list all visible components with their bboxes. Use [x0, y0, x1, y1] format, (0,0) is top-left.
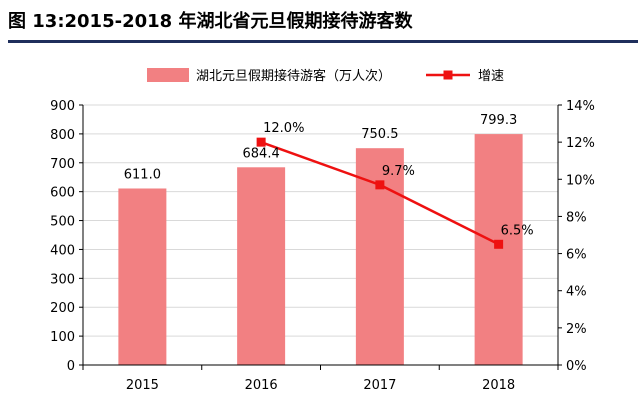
bar-2018	[474, 134, 523, 365]
left-tick-label: 400	[50, 243, 75, 258]
title-underline	[8, 40, 638, 43]
bar-2015	[118, 188, 167, 365]
growth-value-label: 9.7%	[382, 164, 415, 179]
figure-title: 图 13:2015-2018 年湖北省元旦假期接待游客数	[8, 11, 413, 32]
legend: 湖北元旦假期接待游客（万人次） 增速	[147, 68, 504, 84]
bar-value-label: 799.3	[480, 113, 517, 128]
right-tick-label: 14%	[566, 99, 595, 114]
legend-label-line: 增速	[478, 69, 504, 84]
growth-value-label: 6.5%	[501, 223, 534, 238]
right-tick-label: 0%	[566, 359, 587, 374]
bar-value-label: 750.5	[361, 127, 398, 142]
x-tick-label: 2015	[126, 378, 159, 393]
left-tick-label: 0	[67, 359, 75, 374]
growth-value-label: 12.0%	[263, 121, 304, 136]
x-tick-label: 2016	[245, 378, 278, 393]
bar-value-label: 684.4	[243, 146, 280, 161]
left-tick-label: 300	[50, 272, 75, 287]
left-tick-label: 900	[50, 99, 75, 114]
right-tick-label: 8%	[566, 210, 587, 225]
bar-series	[118, 134, 523, 365]
right-tick-label: 2%	[566, 322, 587, 337]
left-y-axis-ticks: 0 100 200 300 400 500 600 700 800 900	[50, 99, 83, 374]
data-labels: 611.0 684.4 750.5 799.3 12.0% 9.7% 6.5%	[124, 113, 534, 238]
x-tick-label: 2018	[482, 378, 515, 393]
growth-marker-2016	[256, 137, 266, 147]
x-axis-ticks: 2015 2016 2017 2018	[82, 365, 559, 393]
legend-label-bar: 湖北元旦假期接待游客（万人次）	[196, 68, 391, 84]
left-tick-label: 800	[50, 128, 75, 143]
growth-marker-2017	[375, 180, 385, 190]
legend-swatch-marker	[443, 70, 453, 80]
bar-2016	[237, 167, 286, 365]
right-tick-label: 10%	[566, 173, 595, 188]
right-tick-label: 6%	[566, 248, 587, 263]
growth-marker-2018	[494, 239, 504, 249]
right-tick-label: 4%	[566, 285, 587, 300]
left-tick-label: 600	[50, 186, 75, 201]
line-series	[256, 137, 504, 249]
right-y-axis-ticks: 0% 2% 4% 6% 8% 10% 12% 14%	[558, 99, 595, 374]
bar-value-label: 611.0	[124, 167, 161, 182]
left-tick-label: 700	[50, 157, 75, 172]
left-tick-label: 200	[50, 301, 75, 316]
right-tick-label: 12%	[566, 136, 595, 151]
left-tick-label: 100	[50, 330, 75, 345]
x-tick-label: 2017	[363, 378, 396, 393]
legend-swatch-bar	[147, 68, 189, 82]
left-tick-label: 500	[50, 215, 75, 230]
